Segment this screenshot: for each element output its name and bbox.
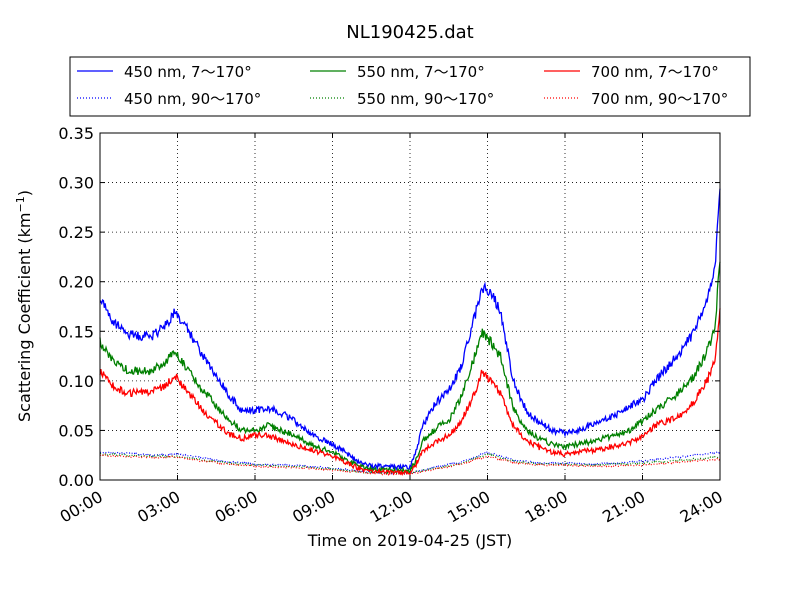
y-axis: 0.00 0.05 0.10 0.15 0.20 0.25 0.30 0.35 xyxy=(58,124,720,490)
series-line xyxy=(99,450,721,475)
y-tick-label: 0.35 xyxy=(58,124,94,143)
legend-entry: 700 nm, 7～170° xyxy=(591,63,719,81)
legend-entry: 550 nm, 7～170° xyxy=(357,63,485,81)
y-tick-label: 0.20 xyxy=(58,273,94,292)
grid-lines xyxy=(100,133,720,480)
y-axis-label: Scattering Coefficient (km−1) xyxy=(14,190,34,422)
y-tick-label: 0.10 xyxy=(58,372,94,391)
y-tick-label: 0.00 xyxy=(58,471,94,490)
legend-frame xyxy=(69,56,751,117)
y-tick-label: 0.30 xyxy=(58,174,94,193)
legend-entry: 700 nm, 90～170° xyxy=(591,90,728,108)
y-axis-label-close: ) xyxy=(15,190,34,196)
x-axis-label: Time on 2019-04-25 (JST) xyxy=(307,531,512,550)
y-axis-label-main: Scattering Coefficient (km xyxy=(15,212,34,422)
y-tick-label: 0.25 xyxy=(58,223,94,242)
legend-entry: 450 nm, 90～170° xyxy=(124,90,261,108)
legend-entry: 550 nm, 90～170° xyxy=(357,90,494,108)
legend-entry: 450 nm, 7～170° xyxy=(124,63,252,81)
series-layer xyxy=(99,188,721,476)
legend: 450 nm, 7～170° 550 nm, 7～170° 700 nm, 7～17… xyxy=(69,56,751,117)
chart-title: NL190425.dat xyxy=(346,22,473,43)
series-line xyxy=(99,453,721,476)
y-axis-label-exponent: −1 xyxy=(14,196,27,212)
y-tick-label: 0.15 xyxy=(58,322,94,341)
series-line xyxy=(99,188,721,472)
y-tick-label: 0.05 xyxy=(58,421,94,440)
